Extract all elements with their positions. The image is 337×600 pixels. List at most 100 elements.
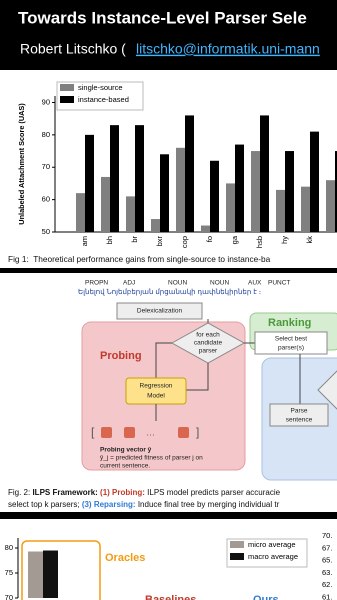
side-label: 61.	[322, 592, 332, 600]
delex-box	[116, 302, 203, 320]
caption-part: ILPS Framework:	[32, 488, 97, 497]
bracket: [	[91, 425, 95, 439]
pos-tag: NOUN	[210, 280, 229, 287]
bar	[285, 151, 294, 232]
annotation: Ours	[253, 594, 279, 600]
x-tick-label: hy	[280, 236, 289, 244]
bar	[85, 134, 94, 232]
poster-title: Towards Instance-Level Parser Sele	[18, 8, 307, 27]
figure-caption: Fig 1: Theoretical performance gains fro…	[8, 254, 271, 264]
vector-title: Probing vector ŷ	[100, 447, 152, 454]
x-tick-label: br	[130, 236, 139, 243]
y-tick-label: 80	[42, 130, 50, 139]
bracket: ]	[196, 425, 199, 439]
parse-label: Parse	[291, 408, 308, 415]
x-tick-label: hsb	[255, 236, 264, 248]
framework-diagram: PROPN ADJ NOUN NOUN AUX PUNCT Ելնելով Նո…	[8, 280, 337, 509]
legend-swatch	[60, 96, 74, 103]
x-tick-label: bxr	[155, 236, 164, 247]
vector-desc: ŷ_j = predicted fitness of parser j on	[100, 455, 203, 462]
caption-part: Fig. 2:	[8, 488, 32, 497]
caption-part: (3) Reparsing:	[82, 500, 136, 509]
bar	[276, 189, 285, 232]
bar	[251, 151, 260, 232]
author: Robert Litschko (	[20, 41, 126, 57]
legend-label: instance-based	[78, 95, 129, 104]
bar	[235, 144, 244, 232]
arrow	[155, 342, 172, 378]
pos-tag: ADJ	[123, 280, 135, 287]
bar	[160, 154, 169, 232]
legend-swatch	[60, 84, 74, 91]
bar	[43, 550, 58, 598]
select-box	[254, 331, 328, 355]
separator	[0, 512, 337, 519]
parse-box	[269, 403, 329, 427]
legend-label: macro average	[248, 552, 298, 561]
x-tick-label: cop	[180, 236, 189, 248]
x-tick-label: bh	[105, 236, 114, 244]
x-tick-label: fo	[205, 236, 214, 242]
legend-swatch	[230, 553, 244, 560]
y-tick-label: 60	[42, 195, 50, 204]
bar	[151, 219, 160, 232]
bar	[226, 183, 235, 232]
y-axis-label: Unlabeled Attachment Score (UAS)	[17, 103, 26, 225]
pos-tag: NOUN	[168, 280, 187, 287]
separator	[0, 268, 337, 273]
ellipsis: …	[146, 427, 155, 437]
select-label: Select best	[275, 336, 307, 343]
legend-label: micro average	[248, 540, 296, 549]
vector-desc: current sentence.	[100, 463, 150, 470]
pos-tag: PUNCT	[268, 280, 290, 287]
side-label: 67.	[322, 543, 332, 552]
vector-cell	[178, 427, 189, 438]
delex-label: Delexicalization	[137, 308, 183, 315]
bar	[101, 176, 110, 232]
bar	[110, 125, 119, 232]
y-tick-label: 50	[42, 227, 50, 236]
caption-part: Induce final tree by merging individual …	[136, 500, 280, 509]
x-tick-label: ga	[230, 235, 239, 244]
select-label: parser(s)	[278, 345, 304, 352]
arrow	[186, 363, 209, 391]
bar	[135, 125, 144, 232]
bar	[176, 147, 185, 232]
y-tick-label: 80	[5, 543, 13, 552]
model-label: Regression	[140, 383, 173, 390]
x-tick-label: am	[80, 236, 89, 246]
bar	[335, 151, 337, 232]
model-label: Model	[147, 393, 165, 400]
bar	[28, 551, 43, 598]
side-label: 63.	[322, 568, 332, 577]
x-tick-label: kk	[305, 236, 314, 244]
side-label: 70.	[322, 531, 332, 540]
bar	[301, 186, 310, 232]
bar	[310, 131, 319, 232]
y-tick-label: 70	[5, 593, 13, 600]
parse-label: sentence	[286, 417, 313, 424]
oracles-frame	[21, 540, 101, 600]
bar	[76, 193, 85, 232]
vector-cell	[124, 427, 135, 438]
y-tick-label: 75	[5, 568, 13, 577]
vector-cell	[101, 427, 112, 438]
loop-label: for each	[196, 332, 220, 339]
annotation: Baselines	[145, 594, 196, 600]
figure-caption: select top k parsers; (3) Reparsing: Ind…	[8, 500, 280, 509]
loop-label: candidate	[194, 340, 223, 347]
bar	[201, 225, 210, 232]
bar	[326, 180, 335, 232]
pos-tag: AUX	[248, 280, 262, 287]
y-tick-label: 90	[42, 97, 50, 106]
email-link[interactable]: litschko@informatik.uni-mann	[136, 41, 320, 57]
figure-caption: Fig. 2: ILPS Framework: (1) Probing: ILP…	[8, 488, 281, 497]
probing-label: Probing	[100, 350, 142, 362]
bar	[260, 115, 269, 232]
ranking-label: Ranking	[268, 317, 311, 329]
y-tick-label: 70	[42, 162, 50, 171]
bar	[185, 115, 194, 232]
pos-tag: PROPN	[85, 280, 108, 287]
